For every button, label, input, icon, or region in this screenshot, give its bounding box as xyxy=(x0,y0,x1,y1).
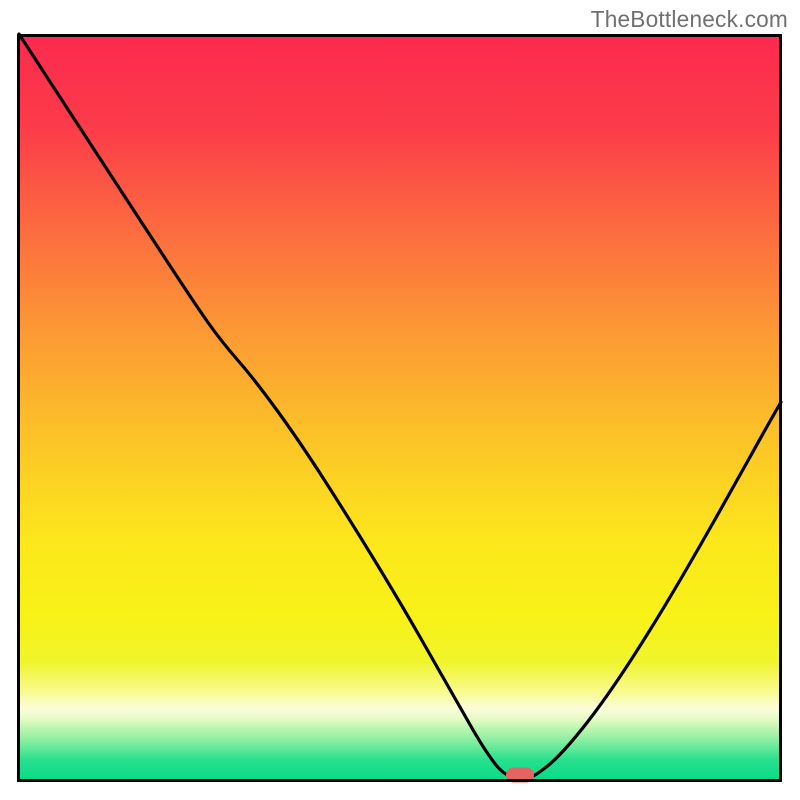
plot-frame-border xyxy=(17,34,782,782)
curve-minimum-marker xyxy=(506,768,534,783)
plot-svg xyxy=(0,0,800,800)
watermark-label: TheBottleneck.com xyxy=(591,6,788,33)
bottleneck-curve xyxy=(19,34,781,779)
chart-canvas: TheBottleneck.com xyxy=(0,0,800,800)
plot-gradient-background xyxy=(20,37,779,779)
